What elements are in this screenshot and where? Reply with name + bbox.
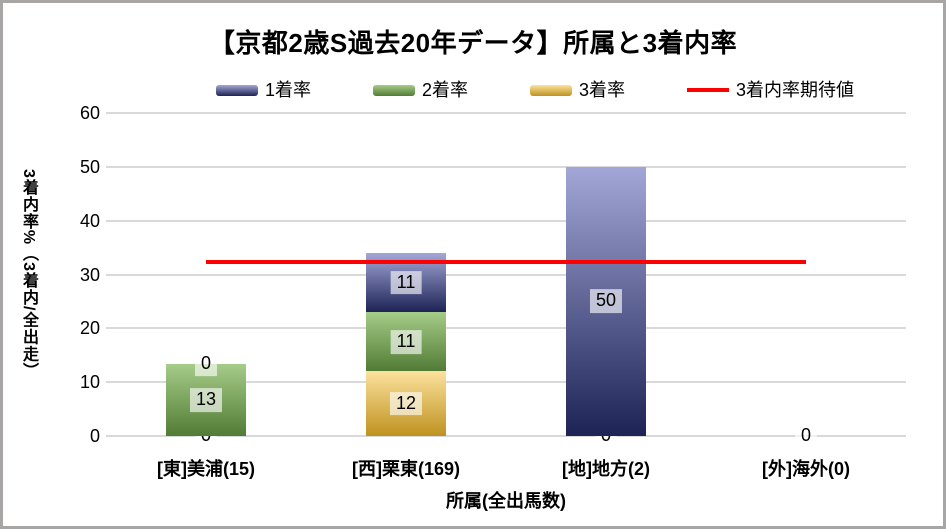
x-category-label: [外]海外(0) bbox=[762, 459, 850, 479]
gridline-0 bbox=[106, 435, 906, 437]
bar-data-label-2着率: 13 bbox=[189, 388, 223, 413]
legend-swatch-first-place-icon bbox=[215, 84, 258, 96]
legend-label-second-place: 2着率 bbox=[421, 80, 468, 100]
legend: 1着率 2着率 3着率 3着内率期待値 bbox=[62, 77, 943, 103]
legend-swatch-third-place-icon bbox=[530, 84, 572, 96]
expected-rate-line bbox=[206, 260, 806, 265]
x-category-label: [西]栗東(169) bbox=[351, 459, 460, 479]
legend-item-expected-rate: 3着内率期待値 bbox=[687, 81, 854, 99]
legend-item-second-place: 2着率 bbox=[372, 80, 468, 100]
y-tick-label-0: 0 bbox=[89, 426, 100, 446]
y-tick-label-60: 60 bbox=[79, 103, 100, 123]
gridline-40 bbox=[106, 219, 906, 222]
y-axis-title: 3着内率%（3着内/全出走） bbox=[20, 169, 37, 380]
y-tick-label-10: 10 bbox=[79, 372, 100, 393]
x-category-label: [東]美浦(15) bbox=[157, 459, 255, 479]
x-category-label: [地]地方(2) bbox=[562, 459, 650, 479]
bar-data-label-3着率: 12 bbox=[389, 391, 423, 416]
legend-line-expected-rate-icon bbox=[687, 88, 730, 92]
y-tick-label-50: 50 bbox=[79, 156, 100, 177]
bar-data-label-1着率: 11 bbox=[390, 270, 422, 295]
chart-title: 【京都2歳S過去20年データ】所属と3着内率 bbox=[208, 28, 738, 58]
legend-item-first-place: 1着率 bbox=[215, 80, 311, 100]
y-tick-label-30: 30 bbox=[79, 264, 100, 285]
gridline-10 bbox=[106, 381, 906, 384]
bar-data-label-1着率: 0 bbox=[194, 352, 218, 377]
bar-data-label-3着率: 0 bbox=[794, 424, 818, 448]
legend-label-first-place: 1着率 bbox=[264, 80, 311, 100]
legend-swatch-second-place-icon bbox=[372, 84, 415, 96]
bar-data-label-1着率: 50 bbox=[589, 289, 623, 314]
legend-label-third-place: 3着率 bbox=[579, 80, 626, 100]
y-tick-label-40: 40 bbox=[79, 210, 100, 231]
gridline-50 bbox=[106, 165, 906, 168]
gridline-20 bbox=[106, 327, 906, 330]
gridline-60 bbox=[106, 112, 906, 114]
bar-data-label-2着率: 11 bbox=[390, 329, 422, 354]
legend-item-third-place: 3着率 bbox=[530, 81, 625, 99]
gridline-30 bbox=[106, 273, 906, 276]
legend-label-expected-rate: 3着内率期待値 bbox=[736, 80, 855, 100]
y-tick-label-20: 20 bbox=[79, 318, 100, 339]
x-axis-title: 所属(全出馬数) bbox=[446, 491, 566, 511]
